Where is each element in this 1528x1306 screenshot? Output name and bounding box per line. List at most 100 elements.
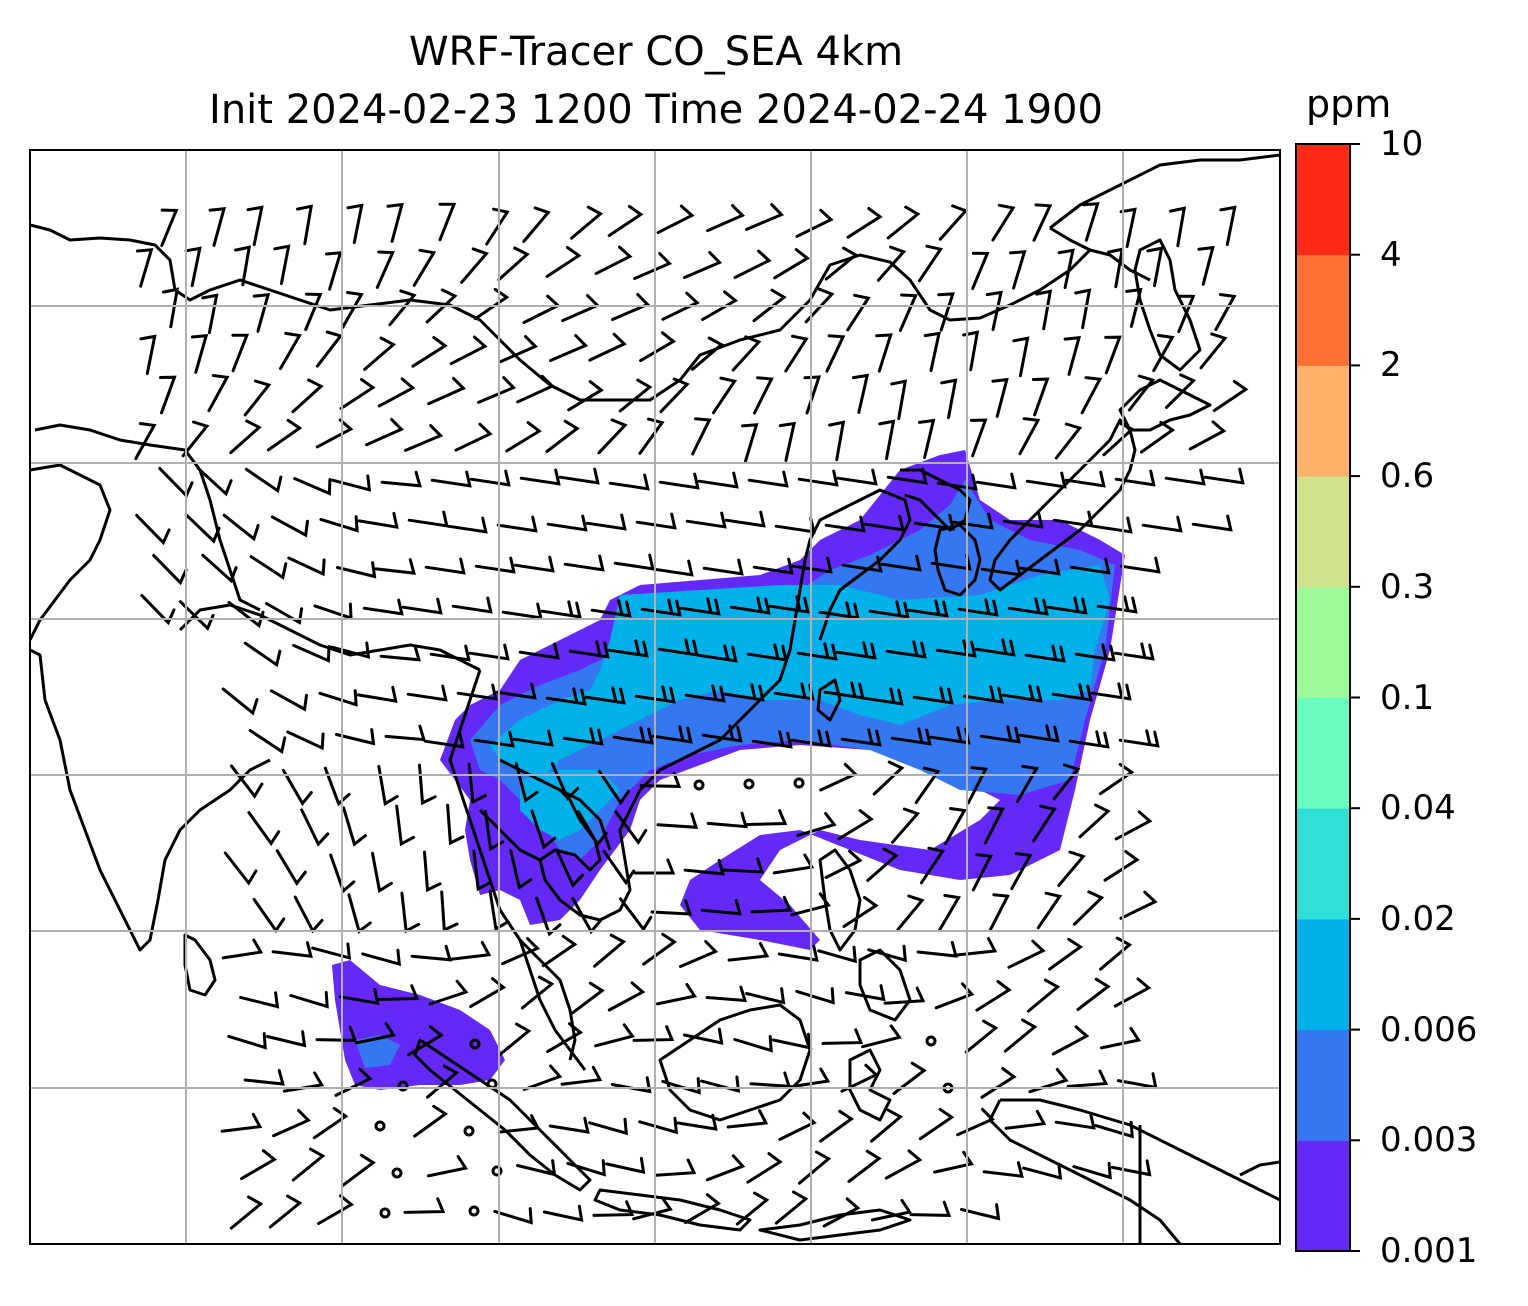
wind-barb <box>454 422 493 452</box>
wind-barb <box>430 470 472 488</box>
wind-barbs <box>134 202 1249 1230</box>
wind-barb <box>467 762 487 805</box>
wind-barb <box>691 336 725 371</box>
wind-barb <box>700 898 742 916</box>
colorbar-tick-label: 0.04 <box>1380 788 1456 829</box>
wind-barb <box>960 1203 1001 1221</box>
colorbar-tick-label: 0.003 <box>1380 1120 1478 1161</box>
wind-barb <box>733 249 772 279</box>
wind-barb <box>679 597 721 616</box>
wind-barb <box>891 807 921 844</box>
wind-barb <box>513 555 555 573</box>
wind-barb <box>403 1197 446 1214</box>
wind-barb <box>1119 556 1161 574</box>
wind-barb <box>477 376 517 404</box>
wind-barb <box>752 557 794 575</box>
wind-barb <box>650 899 693 916</box>
colorbar-tick-label: 0.006 <box>1380 1009 1478 1050</box>
wind-barb <box>418 763 437 806</box>
wind-barb <box>691 417 712 456</box>
wind-barb <box>1036 891 1063 930</box>
wind-barb <box>296 204 314 246</box>
wind-barb <box>401 597 443 615</box>
wind-barb <box>1127 374 1156 412</box>
wind-barb <box>335 728 376 746</box>
wind-calm-circle <box>468 1205 480 1217</box>
wind-barb <box>607 639 649 658</box>
wind-barb <box>545 419 580 453</box>
wind-barb <box>291 378 324 414</box>
wind-barb <box>501 602 543 620</box>
wind-barb <box>493 1207 533 1225</box>
wind-barb <box>339 378 376 410</box>
wind-barb <box>909 1200 952 1217</box>
wind-barb <box>425 288 458 324</box>
wind-barb <box>545 246 582 278</box>
wind-barb <box>315 330 344 368</box>
wind-barb <box>980 559 1022 577</box>
wind-barb <box>160 208 179 248</box>
wind-barb <box>269 689 308 712</box>
wind-barb <box>639 771 682 788</box>
wind-barb <box>863 514 905 532</box>
wind-barb <box>991 377 1009 418</box>
map-panel <box>30 150 1280 1244</box>
wind-barb <box>1069 557 1111 575</box>
wind-barb <box>655 982 698 1006</box>
wind-barb <box>1090 682 1132 701</box>
wind-barb <box>135 513 171 546</box>
wind-barb <box>426 1154 469 1178</box>
colorbar-tick-label: 0.1 <box>1380 677 1435 718</box>
wind-barb <box>1104 335 1122 375</box>
wind-barb <box>424 557 466 575</box>
wind-barb <box>246 205 264 247</box>
wind-barb <box>607 204 644 237</box>
wind-barb <box>473 730 515 748</box>
wind-barb <box>334 1067 373 1097</box>
wind-barb <box>1103 850 1140 882</box>
wind-barb <box>136 248 154 288</box>
wind-barb <box>726 1109 769 1129</box>
wind-barb <box>866 847 899 882</box>
laos-border <box>499 758 612 851</box>
wind-barb <box>1114 469 1156 487</box>
wind-barb <box>705 1154 746 1182</box>
wind-barb <box>451 596 493 614</box>
wind-barb <box>1072 890 1105 926</box>
wind-barb <box>679 940 719 968</box>
wind-barb <box>152 553 188 586</box>
wind-barb <box>354 1021 397 1045</box>
wind-barb <box>239 991 280 1009</box>
wind-barb <box>983 806 1005 845</box>
wind-barb <box>1110 1159 1152 1177</box>
wind-barb <box>243 641 282 668</box>
wind-barb <box>593 933 627 968</box>
wind-barb <box>872 760 905 796</box>
wind-barb <box>377 764 399 807</box>
wind-barb <box>880 554 922 572</box>
wind-barb <box>1025 471 1067 489</box>
wind-barb <box>711 376 738 415</box>
wind-barb <box>139 334 157 376</box>
colorbar-segment <box>1296 254 1350 366</box>
wind-barb <box>940 378 958 420</box>
wind-barb <box>341 1153 376 1187</box>
wind-barb <box>428 979 469 1006</box>
wind-barb <box>584 686 626 705</box>
wind-barb <box>1219 205 1237 247</box>
wind-barb <box>938 204 969 241</box>
colorbar-tick-label: 2 <box>1380 345 1402 386</box>
colorbar-segment <box>1296 586 1350 698</box>
colorbar <box>1295 143 1360 1252</box>
wind-barb <box>822 1197 861 1228</box>
wind-barb <box>1125 287 1143 328</box>
wind-barb <box>275 849 307 886</box>
wind-barb <box>134 422 157 461</box>
wind-barb <box>546 514 588 532</box>
wind-barb <box>917 244 944 283</box>
wind-barb <box>729 596 771 615</box>
wind-barb <box>661 1077 701 1095</box>
wind-barb <box>884 1149 923 1180</box>
wind-barb <box>560 1065 603 1086</box>
wind-barb <box>374 558 416 575</box>
